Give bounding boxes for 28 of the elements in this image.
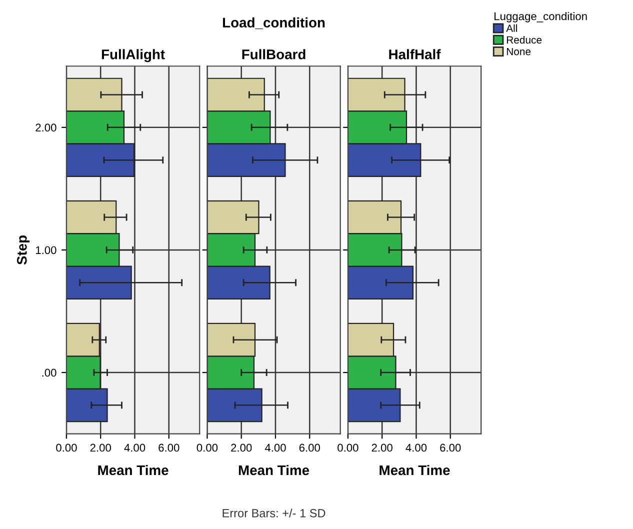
x-tick-label: 2.00 — [231, 444, 252, 452]
x-tick-label: 6.00 — [158, 444, 180, 452]
y-axis-title: Step — [16, 235, 30, 265]
y-tick-label: 1.00 — [36, 246, 56, 254]
x-tick-label: 0.00 — [56, 444, 77, 452]
legend-label: Reduce — [506, 36, 542, 44]
x-tick-label: 6.00 — [299, 444, 320, 452]
x-tick-label: 2.00 — [90, 444, 111, 452]
legend-label: All — [506, 24, 517, 32]
chart-title: FullAlight — [102, 49, 165, 62]
x-tick-label: 0.00 — [338, 444, 358, 452]
legend-label: None — [506, 48, 531, 56]
y-tick-label: .00 — [42, 368, 56, 377]
x-tick-label: 4.00 — [406, 444, 427, 452]
legend-title: Luggage_condition — [494, 12, 587, 22]
y-tick-label: 2.00 — [36, 124, 56, 132]
chart-title: HalfHalf — [389, 49, 441, 60]
chart-title: FullBoard — [242, 49, 306, 60]
x-axis-title: Mean Time — [380, 464, 450, 476]
text: Error Bars: +/- 1 SD — [222, 508, 326, 518]
x-tick-label: 4.00 — [124, 444, 146, 452]
x-axis-title: Mean Time — [238, 464, 310, 476]
x-axis-title: Mean Time — [98, 464, 168, 476]
x-tick-label: 4.00 — [264, 444, 286, 452]
x-tick-label: 6.00 — [440, 444, 461, 452]
text: Load_condition — [223, 17, 325, 30]
x-tick-label: 2.00 — [372, 444, 392, 452]
x-tick-label: 0.00 — [196, 444, 218, 452]
